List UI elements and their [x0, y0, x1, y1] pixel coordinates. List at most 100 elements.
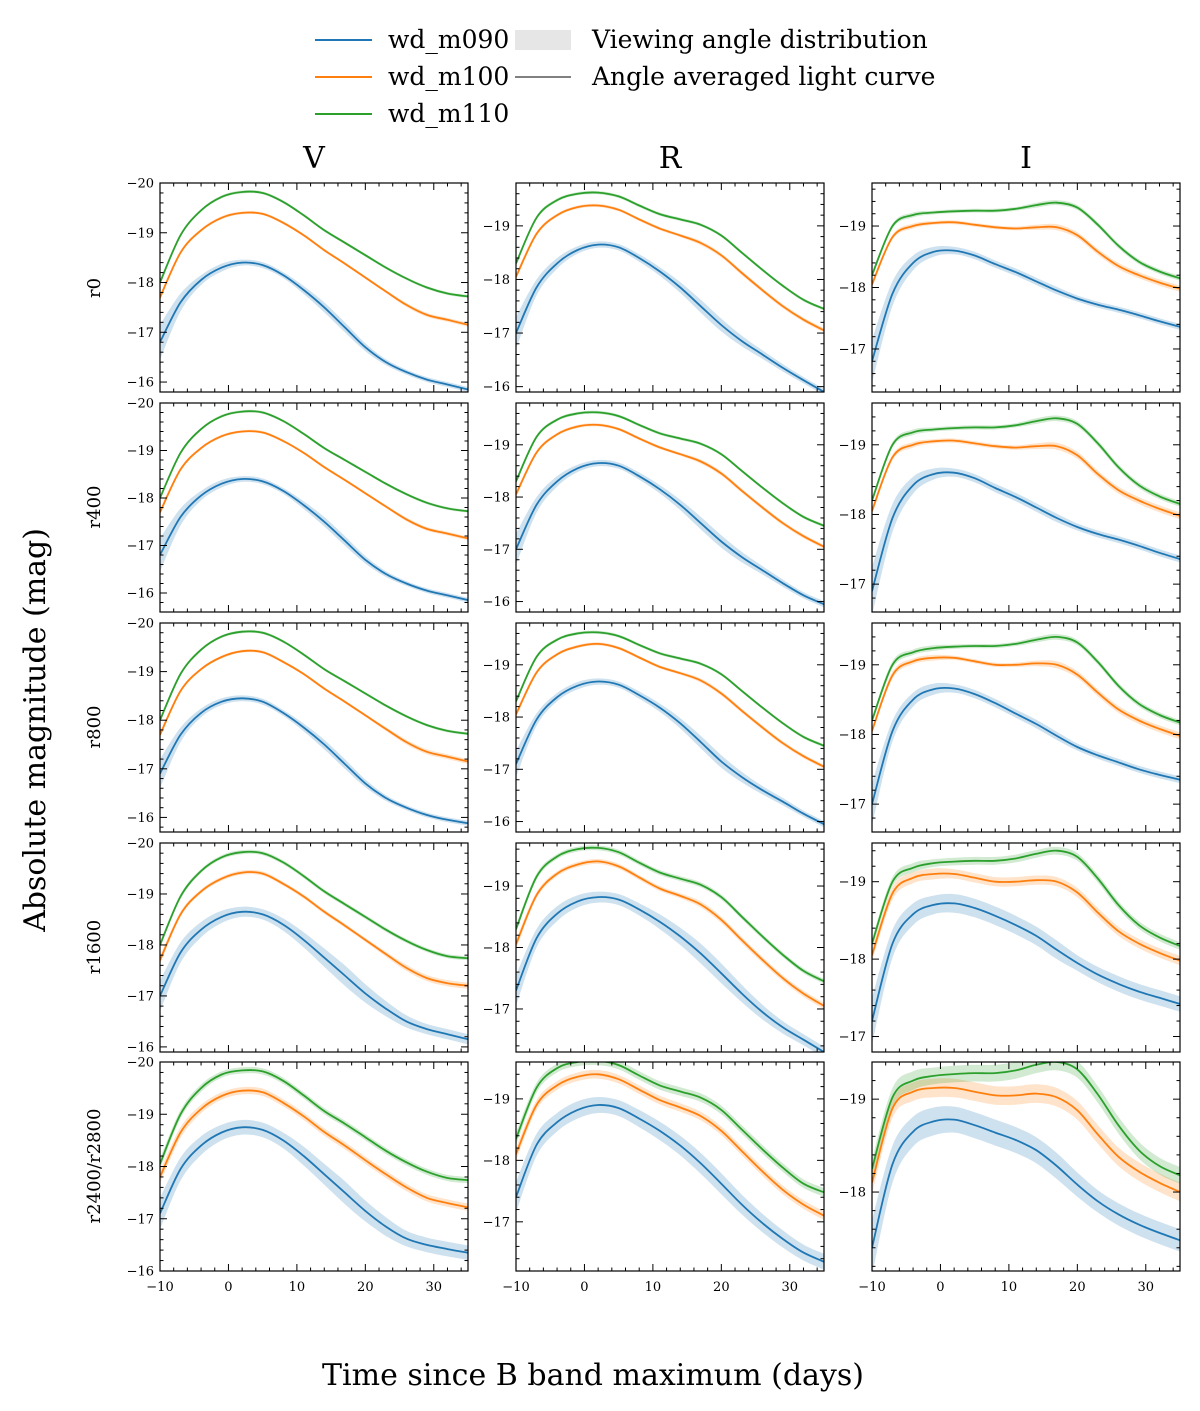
- y-tick-label: −18: [127, 276, 154, 291]
- band-wd-m090: [160, 906, 468, 1045]
- y-tick-label: −18: [483, 491, 510, 506]
- line-wd-m090: [872, 471, 1180, 592]
- row-label-r400: r400: [84, 486, 105, 529]
- line-wd-m100: [516, 1073, 824, 1217]
- plot-area: [160, 629, 468, 826]
- y-tick-label: −19: [127, 226, 154, 241]
- y-tick-label: −18: [483, 1154, 510, 1169]
- y-tick-label: −19: [839, 1093, 866, 1108]
- line-wd-m110: [516, 846, 824, 983]
- x-tick-label: 20: [357, 1280, 374, 1295]
- band-wd-m100: [516, 1069, 824, 1220]
- line-wd-m100: [872, 656, 1180, 737]
- y-tick-label: −17: [839, 578, 866, 593]
- band-wd-m100: [160, 649, 468, 764]
- x-tick-label: 20: [1069, 1280, 1086, 1295]
- y-tick-label: −17: [483, 1002, 510, 1017]
- panel-r3-r: −19 −18 −17: [483, 842, 825, 1053]
- panel-r2-v: −20 −19 −18 −17 −16: [127, 617, 469, 833]
- y-tick-label: −16: [483, 380, 510, 395]
- y-tick-label: −19: [839, 220, 866, 235]
- column-title-v: V: [302, 141, 326, 176]
- band-wd-m100: [160, 1086, 468, 1211]
- y-tick-label: −18: [127, 938, 154, 953]
- line-wd-m110: [160, 190, 468, 298]
- y-tick-label: −18: [839, 953, 866, 968]
- panel-r0-v: −20 −19 −18 −17 −16: [127, 177, 469, 393]
- line-wd-m110: [872, 417, 1180, 505]
- line-wd-m090: [872, 249, 1180, 362]
- band-wd-m110: [872, 1062, 1180, 1184]
- line-wd-m100: [160, 1089, 468, 1209]
- band-wd-m090: [872, 682, 1180, 825]
- line-wd-m090: [872, 686, 1180, 805]
- plot-area: [160, 849, 468, 1045]
- line-wd-m100: [516, 423, 824, 548]
- band-wd-m090: [872, 1106, 1180, 1271]
- legend-label-band: Viewing angle distribution: [591, 25, 928, 54]
- y-tick-label: −19: [839, 438, 866, 453]
- panel-r1-i: −19 −18 −17: [839, 402, 1181, 613]
- line-wd-m100: [516, 860, 824, 1007]
- y-tick-label: −16: [127, 1265, 154, 1280]
- y-tick-label: −19: [483, 1092, 510, 1107]
- line-wd-m110: [872, 849, 1180, 947]
- band-wd-m090: [516, 241, 824, 392]
- band-wd-m110: [516, 410, 824, 528]
- line-wd-m090: [160, 1126, 468, 1254]
- band-wd-m110: [872, 200, 1180, 281]
- plot-area: [872, 200, 1180, 383]
- band-wd-m090: [160, 1119, 468, 1260]
- panel-frame: [159, 622, 469, 833]
- panel-frame: [871, 1061, 1181, 1272]
- band-wd-m090: [516, 459, 824, 608]
- y-tick-label: −20: [127, 837, 154, 852]
- plot-area: [516, 630, 824, 828]
- plot-area: [516, 1062, 824, 1270]
- line-wd-m100: [872, 1086, 1180, 1193]
- band-wd-m090: [872, 467, 1180, 612]
- line-wd-m110: [160, 1069, 468, 1181]
- y-tick-label: −18: [839, 508, 866, 523]
- y-tick-label: −19: [839, 875, 866, 890]
- line-wd-m100: [160, 211, 468, 326]
- x-tick-label: 30: [1138, 1280, 1155, 1295]
- plot-area: [516, 190, 824, 392]
- x-tick-label: 0: [580, 1280, 588, 1295]
- x-tick-label: 30: [426, 1280, 443, 1295]
- line-wd-m110: [160, 850, 468, 960]
- panel-r1-v: −20 −19 −18 −17 −16: [127, 397, 469, 613]
- legend-label-wd-m110: wd_m110: [388, 99, 509, 128]
- panel-frame: [515, 1061, 825, 1272]
- line-wd-m090: [872, 1118, 1180, 1249]
- x-tick-label: −10: [858, 1280, 885, 1295]
- x-tick-label: 20: [713, 1280, 730, 1295]
- column-title-r: R: [659, 141, 683, 176]
- y-tick-label: −19: [127, 444, 154, 459]
- x-tick-label: 10: [1001, 1280, 1018, 1295]
- y-tick-label: −20: [127, 1056, 154, 1071]
- y-tick-label: −19: [839, 658, 866, 673]
- y-tick-label: −17: [839, 1030, 866, 1045]
- panel-frame: [159, 182, 469, 393]
- panel-frame: [871, 402, 1181, 613]
- line-wd-m090: [516, 896, 824, 1052]
- line-wd-m100: [872, 439, 1180, 517]
- band-wd-m090: [160, 476, 468, 603]
- x-tick-label: 10: [645, 1280, 662, 1295]
- band-wd-m100: [872, 1078, 1180, 1202]
- band-wd-m100: [872, 654, 1180, 740]
- x-tick-label: 0: [936, 1280, 944, 1295]
- y-tick-label: −18: [839, 1186, 866, 1201]
- line-wd-m090: [160, 910, 468, 1041]
- x-axis-label: Time since B band maximum (days): [322, 1358, 864, 1393]
- panel-r4-i: −19 −18 −10 0 10 20 30: [839, 1061, 1181, 1295]
- plot-area: [516, 410, 824, 608]
- legend-label-average: Angle averaged light curve: [591, 62, 935, 91]
- y-tick-label: −18: [483, 711, 510, 726]
- y-tick-label: −20: [127, 617, 154, 632]
- line-wd-m110: [160, 410, 468, 513]
- line-wd-m090: [516, 243, 824, 392]
- panel-frame: [871, 842, 1181, 1053]
